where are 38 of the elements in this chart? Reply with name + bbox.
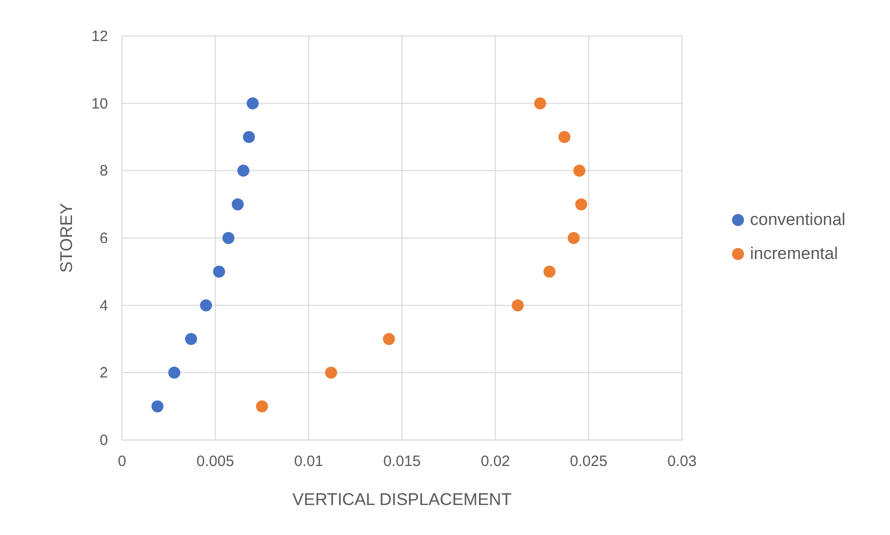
point — [213, 266, 226, 278]
x-tick-label: 0.005 — [196, 453, 234, 470]
x-tick-label: 0.025 — [570, 453, 608, 470]
x-tick-label: 0.02 — [480, 453, 510, 470]
point — [512, 299, 524, 312]
y-tick-label: 2 — [100, 364, 108, 382]
y-tick-label: 12 — [91, 28, 108, 45]
y-axis-title: STOREY — [57, 203, 76, 273]
point — [242, 131, 255, 143]
point — [222, 232, 234, 244]
x-tick-label: 0.01 — [294, 453, 324, 470]
x-tick-label: 0.03 — [667, 453, 697, 470]
legend-label: incremental — [750, 244, 838, 263]
y-tick-label: 10 — [91, 95, 108, 112]
point — [568, 232, 580, 244]
y-tick-label: 8 — [100, 162, 108, 180]
legend-label: conventional — [750, 210, 846, 229]
x-axis-title: VERTICAL DISPLACEMENT — [292, 490, 512, 509]
point — [151, 400, 164, 412]
point — [246, 97, 259, 110]
point — [185, 333, 198, 345]
x-tick-label: 0 — [118, 453, 126, 470]
point — [575, 198, 588, 210]
point — [237, 164, 250, 177]
point — [543, 266, 556, 278]
y-tick-label: 6 — [100, 230, 108, 247]
point — [200, 299, 212, 312]
point — [256, 400, 268, 412]
point — [232, 198, 244, 210]
point — [558, 131, 570, 143]
point — [168, 366, 180, 379]
x-tick-label: 0.015 — [383, 453, 421, 470]
point — [573, 164, 586, 177]
point — [534, 97, 546, 110]
point — [325, 366, 338, 379]
point — [382, 333, 395, 345]
y-tick-label: 4 — [100, 297, 108, 314]
y-tick-label: 0 — [100, 432, 108, 449]
